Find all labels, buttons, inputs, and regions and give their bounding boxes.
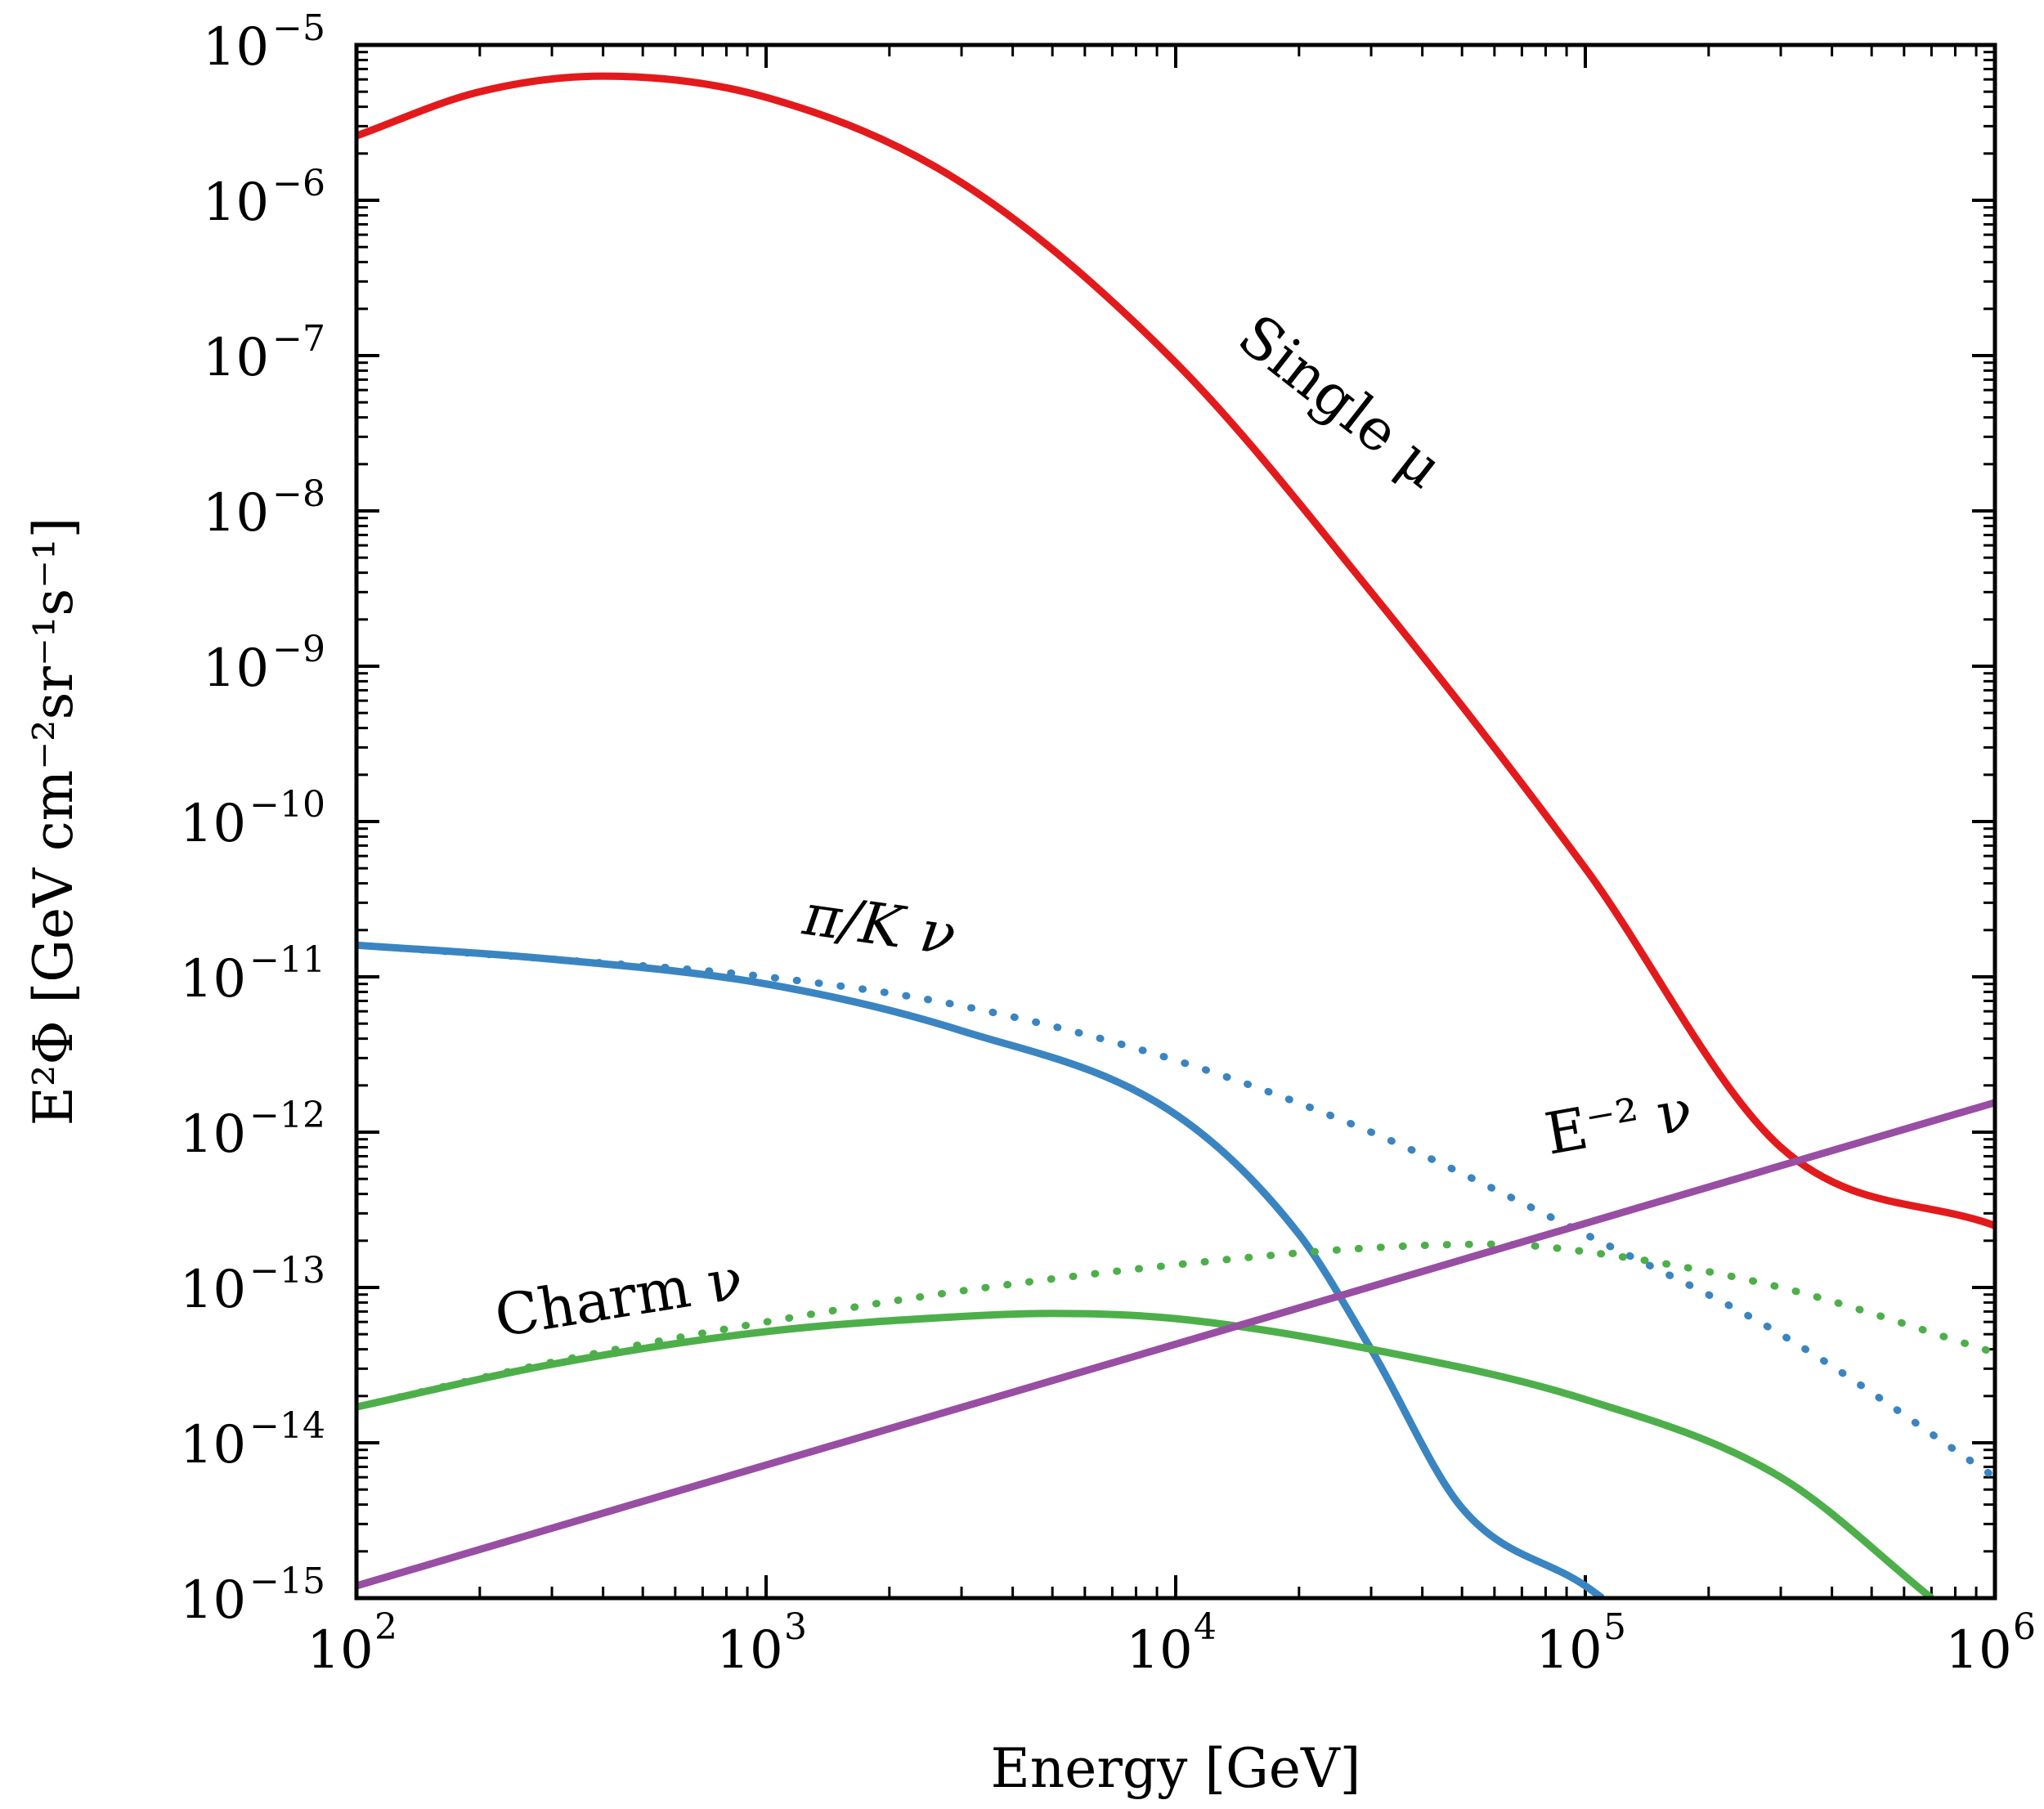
x-tick-label: 10 <box>1535 1620 1602 1681</box>
y-tick-exponent: −8 <box>272 473 325 515</box>
y-tick-label: 10 <box>203 17 269 78</box>
x-tick-label: 10 <box>1126 1620 1192 1681</box>
y-tick-label-group: −710 <box>203 318 325 388</box>
y-tick-exponent: −7 <box>272 318 325 360</box>
y-tick-exponent: −10 <box>249 784 325 826</box>
y-tick-exponent: −6 <box>272 163 325 204</box>
y-tick-exponent: −9 <box>272 629 325 670</box>
series-layer <box>356 72 1995 1598</box>
plot-frame <box>354 43 1997 1601</box>
y-tick-exponent: −13 <box>249 1250 325 1292</box>
single-mu-curve <box>356 72 1995 1229</box>
y-tick-label: 10 <box>180 794 246 854</box>
y-tick-exponent: −15 <box>249 1560 325 1602</box>
y-tick-exponent: −14 <box>249 1405 325 1447</box>
y-tick-exponent: −5 <box>272 7 325 49</box>
y-tick-label-group: −810 <box>203 473 325 544</box>
y-tick-label: 10 <box>203 638 269 699</box>
y-tick-label-group: −610 <box>203 163 325 233</box>
y-tick-exponent: −12 <box>249 1095 325 1136</box>
x-tick-exponent: 2 <box>374 1606 397 1648</box>
y-tick-label: 10 <box>180 1260 246 1320</box>
y-tick-labels: −510−610−710−810−910−1010−1110−1210−1310… <box>180 7 325 1631</box>
x-tick-labels: 10 2 10 3 10 4 10 5 10 6 <box>307 1606 2036 1681</box>
x-tick-label: 10 <box>307 1620 373 1681</box>
y-tick-label: 10 <box>180 1415 246 1475</box>
y-tick-label: 10 <box>180 949 246 1010</box>
charm-nu-solid-curve <box>356 1310 1934 1598</box>
y-tick-label-group: −510 <box>203 7 325 78</box>
x-axis-title: Energy [GeV] <box>991 1737 1361 1800</box>
y-tick-label: 10 <box>203 483 269 544</box>
e-minus-2-nu-curve <box>356 1099 1995 1590</box>
y-tick-exponent: −11 <box>249 939 325 981</box>
x-tick-label: 10 <box>1945 1620 2011 1681</box>
x-tick-exponent: 5 <box>1603 1606 1626 1648</box>
y-axis-title: E²Φ [GeV cm⁻²sr⁻¹s⁻¹] <box>22 517 85 1126</box>
x-tick-exponent: 3 <box>784 1606 807 1648</box>
x-tick-label: 10 <box>716 1620 782 1681</box>
x-tick-exponent: 4 <box>1194 1606 1217 1648</box>
y-tick-label: 10 <box>180 1570 246 1631</box>
y-tick-label: 10 <box>180 1104 246 1165</box>
x-tick-exponent: 6 <box>2013 1606 2036 1648</box>
pi-k-nu-solid-curve <box>356 941 1605 1598</box>
y-tick-label: 10 <box>203 328 269 388</box>
y-tick-label: 10 <box>203 172 269 233</box>
pi-k-nu-dotted-curve <box>356 941 1995 1481</box>
y-tick-label-group: −910 <box>203 629 325 699</box>
